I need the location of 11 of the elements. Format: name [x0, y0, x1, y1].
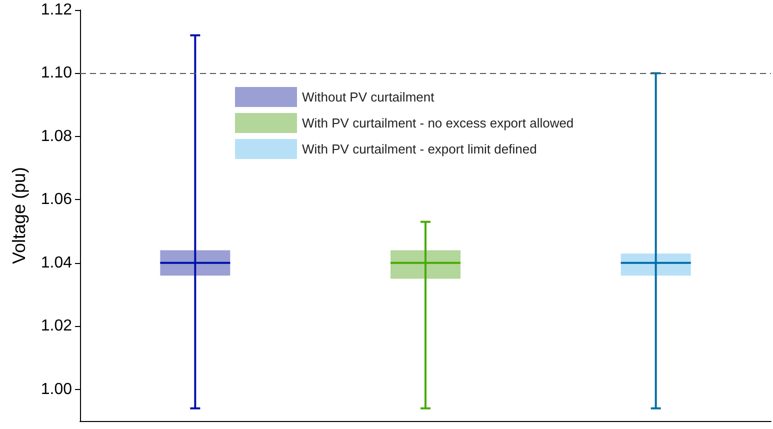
- y-tick-label: 1.06: [40, 191, 72, 208]
- y-tick-label: 1.02: [40, 318, 72, 335]
- legend-label: With PV curtailment - export limit defined: [302, 142, 537, 156]
- legend-label: With PV curtailment - no excess export allowed: [302, 116, 574, 130]
- y-axis-title: Voltage (pu): [9, 166, 29, 264]
- y-tick-label: 1.12: [40, 2, 72, 18]
- legend-label: Without PV curtailment: [302, 90, 435, 104]
- y-tick-label: 1.08: [40, 128, 72, 145]
- y-tick-label: 1.04: [40, 254, 72, 272]
- y-tick-label: 1.00: [40, 380, 72, 398]
- y-tick-label: 1.10: [40, 64, 72, 82]
